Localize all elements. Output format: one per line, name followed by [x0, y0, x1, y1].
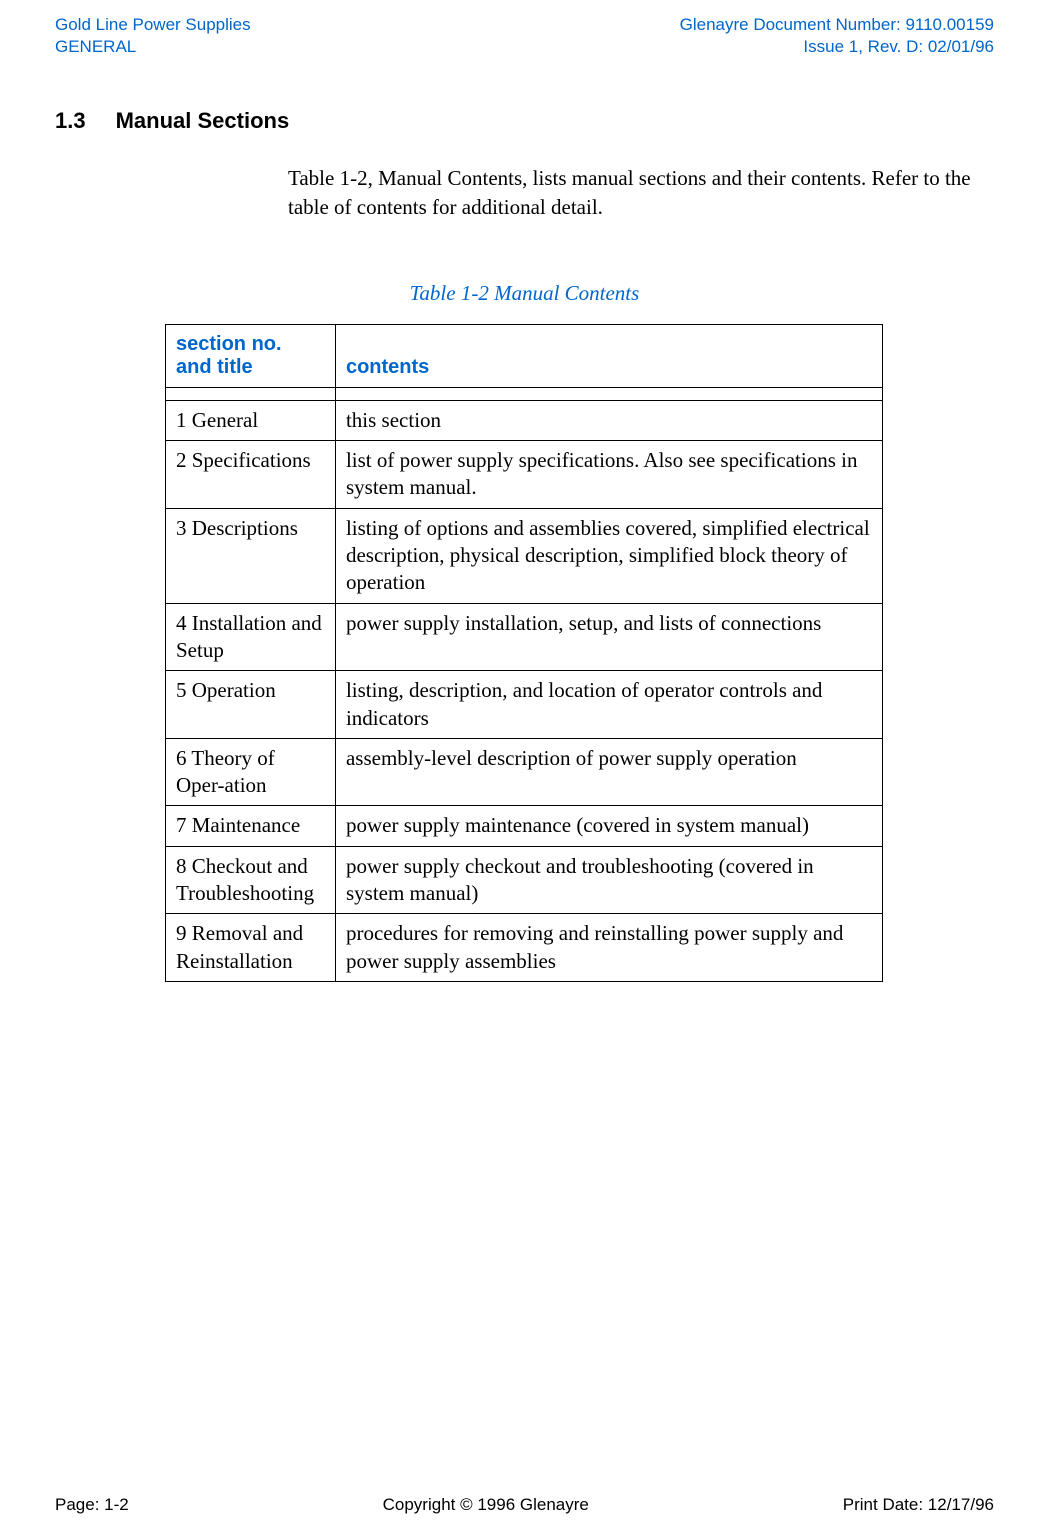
footer-page-number: Page: 1-2 — [55, 1495, 129, 1515]
cell-section: 7 Maintenance — [166, 806, 336, 846]
cell-section: 3 Descriptions — [166, 508, 336, 603]
rule-cell — [335, 387, 882, 400]
header-section-name: GENERAL — [55, 36, 251, 58]
header-right: Glenayre Document Number: 9110.00159 Iss… — [680, 14, 994, 58]
header-issue-rev: Issue 1, Rev. D: 02/01/96 — [680, 36, 994, 58]
section-body-text: Table 1-2, Manual Contents, lists manual… — [288, 164, 994, 221]
footer-print-date: Print Date: 12/17/96 — [843, 1495, 994, 1515]
header-doc-number: Glenayre Document Number: 9110.00159 — [680, 14, 994, 36]
cell-contents: procedures for removing and reinstalling… — [335, 914, 882, 982]
table-header-row: section no. and title contents — [166, 324, 883, 387]
section-title: Manual Sections — [116, 108, 290, 133]
cell-section: 9 Removal and Reinstallation — [166, 914, 336, 982]
page-header: Gold Line Power Supplies GENERAL Glenayr… — [55, 14, 994, 58]
th-section-line2: and title — [176, 356, 253, 378]
header-left: Gold Line Power Supplies GENERAL — [55, 14, 251, 58]
cell-section: 5 Operation — [166, 671, 336, 739]
footer-copyright: Copyright © 1996 Glenayre — [383, 1495, 589, 1515]
table-row: 8 Checkout and Troubleshooting power sup… — [166, 846, 883, 914]
cell-section: 4 Installation and Setup — [166, 603, 336, 671]
section-heading: 1.3 Manual Sections — [55, 108, 994, 134]
table-row: 2 Specifications list of power supply sp… — [166, 441, 883, 509]
cell-section: 1 General — [166, 400, 336, 440]
cell-section: 6 Theory of Oper-ation — [166, 738, 336, 806]
cell-contents: power supply maintenance (covered in sys… — [335, 806, 882, 846]
cell-contents: power supply installation, setup, and li… — [335, 603, 882, 671]
cell-section: 8 Checkout and Troubleshooting — [166, 846, 336, 914]
table-row: 7 Maintenance power supply maintenance (… — [166, 806, 883, 846]
page-footer: Page: 1-2 Copyright © 1996 Glenayre Prin… — [55, 1495, 994, 1515]
table-row: 9 Removal and Reinstallation procedures … — [166, 914, 883, 982]
cell-contents: power supply checkout and troubleshootin… — [335, 846, 882, 914]
cell-contents: listing of options and assemblies covere… — [335, 508, 882, 603]
table-header-section: section no. and title — [166, 324, 336, 387]
table-header-rule — [166, 387, 883, 400]
table-header-contents: contents — [335, 324, 882, 387]
table-caption: Table 1-2 Manual Contents — [55, 281, 994, 306]
section-number: 1.3 — [55, 108, 86, 134]
cell-contents: assembly-level description of power supp… — [335, 738, 882, 806]
table-row: 6 Theory of Oper-ation assembly-level de… — [166, 738, 883, 806]
cell-contents: this section — [335, 400, 882, 440]
th-section-line1: section no. — [176, 333, 282, 355]
manual-contents-table: section no. and title contents 1 General… — [165, 324, 883, 982]
cell-section: 2 Specifications — [166, 441, 336, 509]
cell-contents: list of power supply specifications. Als… — [335, 441, 882, 509]
table-row: 5 Operation listing, description, and lo… — [166, 671, 883, 739]
table-row: 1 General this section — [166, 400, 883, 440]
cell-contents: listing, description, and location of op… — [335, 671, 882, 739]
header-doc-title: Gold Line Power Supplies — [55, 14, 251, 36]
table-row: 3 Descriptions listing of options and as… — [166, 508, 883, 603]
rule-cell — [166, 387, 336, 400]
table-row: 4 Installation and Setup power supply in… — [166, 603, 883, 671]
